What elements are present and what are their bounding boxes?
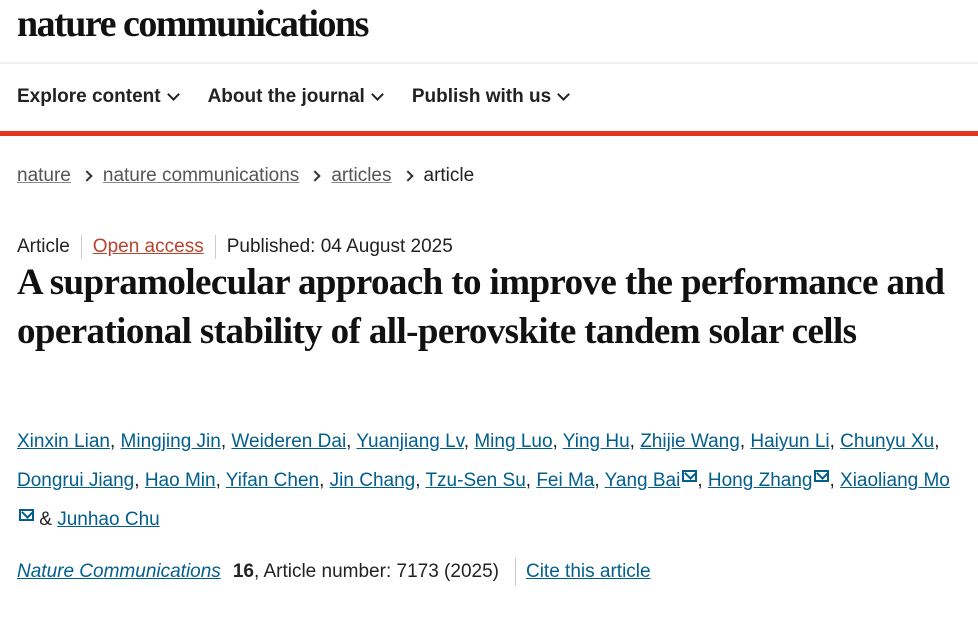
nav-about-journal[interactable]: About the journal xyxy=(207,86,384,108)
author-link[interactable]: Hong Zhang xyxy=(707,470,813,491)
article-number: , Article number: 7173 (2025) xyxy=(253,561,499,582)
author-item: Weideren Dai xyxy=(231,431,346,452)
divider xyxy=(514,558,516,586)
nav-label: Explore content xyxy=(17,86,161,107)
breadcrumb-current: article xyxy=(423,165,475,186)
author-item: Zhijie Wang xyxy=(640,431,740,452)
cite-this-article-link[interactable]: Cite this article xyxy=(525,561,651,582)
open-access-link[interactable]: Open access xyxy=(92,236,204,257)
article-type: Article xyxy=(17,236,70,257)
author-item: Xiaoliang Mo xyxy=(17,470,950,530)
main-nav: Explore content About the journal Publis… xyxy=(17,86,571,108)
author-item: Ying Hu xyxy=(563,431,630,452)
author-link[interactable]: Hao Min xyxy=(144,470,216,491)
chevron-right-icon xyxy=(401,170,414,182)
author-item: Mingjing Jin xyxy=(121,431,221,452)
divider xyxy=(214,235,216,259)
journal-logo[interactable]: nature communications xyxy=(17,3,369,45)
author-link[interactable]: Xiaoliang Mo xyxy=(840,470,950,491)
chevron-right-icon xyxy=(309,170,321,182)
chevron-down-icon xyxy=(370,88,384,101)
author-item: Ming Luo xyxy=(474,431,552,452)
author-link[interactable]: Haiyun Li xyxy=(750,431,830,452)
breadcrumb-nature[interactable]: nature xyxy=(17,165,71,186)
author-item: Hong Zhang xyxy=(708,470,830,491)
published-date: Published: 04 August 2025 xyxy=(226,236,453,257)
author-item: Haiyun Li xyxy=(750,431,829,452)
author-link[interactable]: Zhijie Wang xyxy=(640,431,740,452)
author-list: Xinxin Lian, Mingjing Jin, Weideren Dai,… xyxy=(17,431,950,530)
author-link[interactable]: Weideren Dai xyxy=(231,431,347,452)
author-link[interactable]: Fei Ma xyxy=(536,470,595,491)
email-icon[interactable] xyxy=(19,509,34,521)
author-item: Hao Min xyxy=(145,470,216,491)
accent-bar xyxy=(0,131,978,136)
article-title: A supramolecular approach to improve the… xyxy=(17,262,945,352)
author-link[interactable]: Dongrui Jiang xyxy=(17,470,135,491)
journal-link[interactable]: Nature Communications xyxy=(17,561,221,582)
author-link[interactable]: Yuanjiang Lv xyxy=(356,431,464,452)
author-item: Jin Chang xyxy=(330,470,416,491)
author-item: Yifan Chen xyxy=(226,470,319,491)
author-link[interactable]: Mingjing Jin xyxy=(120,431,221,452)
author-link[interactable]: Junhao Chu xyxy=(57,509,160,530)
chevron-down-icon xyxy=(166,88,180,101)
author-link[interactable]: Xinxin Lian xyxy=(17,431,110,452)
article-meta: Article Open access Published: 04 August… xyxy=(17,235,453,259)
email-icon[interactable] xyxy=(682,470,698,482)
author-link[interactable]: Yang Bai xyxy=(604,470,681,491)
nav-publish-with-us[interactable]: Publish with us xyxy=(411,86,571,108)
author-link[interactable]: Yifan Chen xyxy=(225,470,320,491)
citation-line: Nature Communications 16 , Article numbe… xyxy=(17,558,651,586)
author-item: Yang Bai xyxy=(605,470,698,491)
author-link[interactable]: Jin Chang xyxy=(329,470,416,491)
breadcrumb-articles[interactable]: articles xyxy=(331,165,392,186)
author-link[interactable]: Ying Hu xyxy=(562,431,630,452)
author-item: Dongrui Jiang xyxy=(17,470,134,491)
volume: 16 xyxy=(232,561,254,582)
author-item: Fei Ma xyxy=(536,470,594,491)
author-item: Yuanjiang Lv xyxy=(356,431,463,452)
chevron-down-icon xyxy=(557,88,571,101)
author-link[interactable]: Ming Luo xyxy=(474,431,553,452)
nav-label: About the journal xyxy=(207,86,365,107)
divider xyxy=(80,235,82,259)
nav-explore-content[interactable]: Explore content xyxy=(17,86,180,108)
nav-label: Publish with us xyxy=(411,86,552,107)
author-link[interactable]: Chunyu Xu xyxy=(840,431,935,452)
email-icon[interactable] xyxy=(814,470,830,482)
chevron-right-icon xyxy=(81,170,93,182)
author-item: Tzu-Sen Su xyxy=(425,470,525,491)
author-item: Xinxin Lian xyxy=(17,431,110,452)
breadcrumb-nature-communications[interactable]: nature communications xyxy=(102,165,300,186)
author-link[interactable]: Tzu-Sen Su xyxy=(425,470,526,491)
author-item: Chunyu Xu xyxy=(840,431,934,452)
author-item: Junhao Chu xyxy=(57,509,159,530)
header-divider xyxy=(0,62,978,64)
breadcrumb: nature nature communications articles ar… xyxy=(17,165,474,187)
